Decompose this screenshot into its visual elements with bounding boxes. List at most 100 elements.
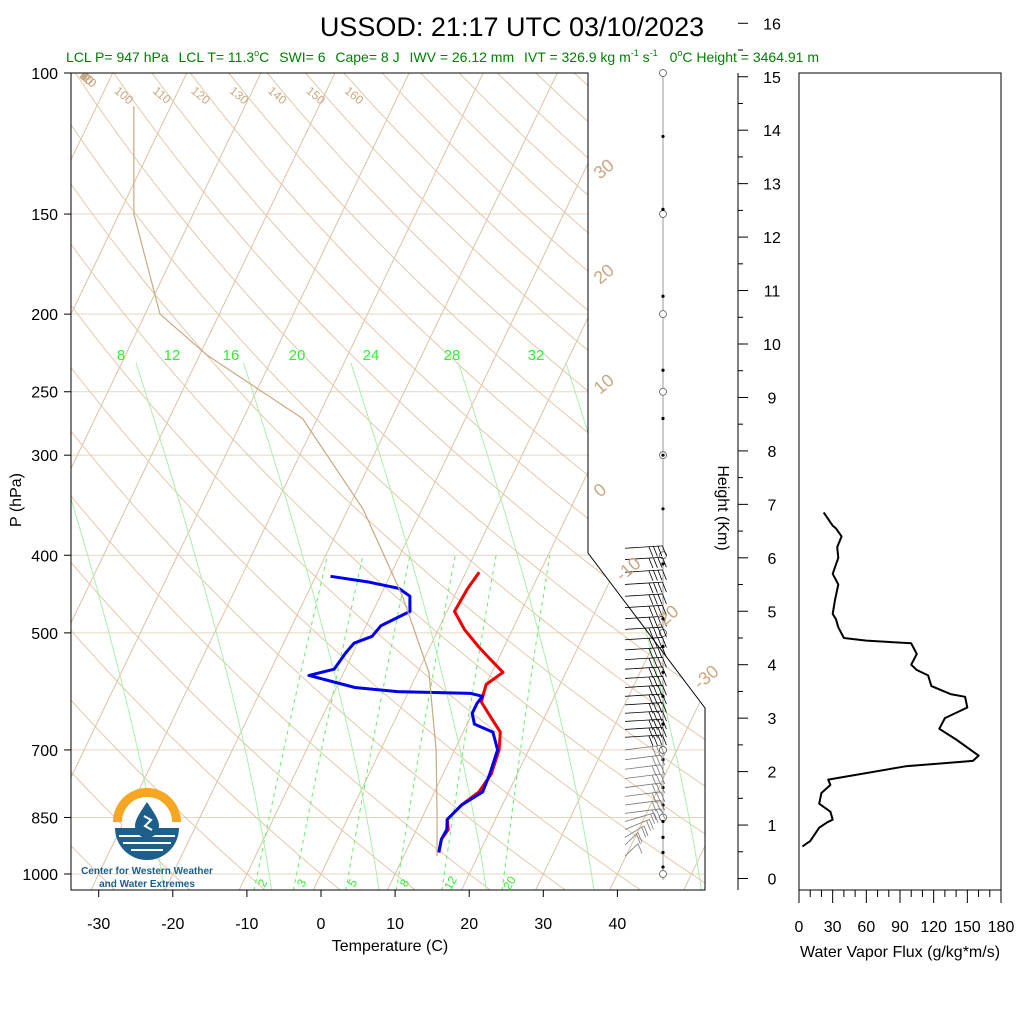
wind-barb-flag bbox=[662, 557, 667, 568]
dry-adiabat-line bbox=[71, 366, 642, 890]
moist-adiabat-line bbox=[350, 362, 487, 890]
wind-barb-flag bbox=[648, 606, 654, 617]
subtitle-zero-height: 0 bbox=[670, 49, 678, 65]
dry-adiabat-line bbox=[497, 73, 705, 258]
wind-level-dot bbox=[661, 865, 665, 869]
isotherm-line bbox=[609, 690, 705, 890]
wind-barb-flag bbox=[660, 773, 666, 785]
wind-barb-flag bbox=[651, 765, 657, 776]
wind-barb-flag bbox=[657, 582, 663, 593]
x-tick-label: 0 bbox=[317, 916, 326, 933]
dry-adiabat-line bbox=[71, 304, 705, 884]
y-tick-label: 200 bbox=[31, 307, 58, 324]
wind-barb bbox=[624, 718, 663, 722]
wind-barb bbox=[624, 726, 663, 730]
theta-label: 100 bbox=[112, 84, 137, 108]
logo-text-line1: Center for Western Weather bbox=[81, 866, 213, 877]
wind-barb bbox=[624, 656, 663, 661]
wind-barb-flag bbox=[656, 809, 661, 820]
wind-barb bbox=[624, 773, 661, 779]
wind-barb bbox=[624, 556, 663, 560]
wind-barb-flag bbox=[657, 616, 663, 627]
mixing-ratio-label: 12 bbox=[441, 873, 460, 892]
wind-barb-flag bbox=[643, 825, 649, 836]
moist-adiabat-line bbox=[135, 362, 273, 890]
wind-barb-flag bbox=[662, 693, 667, 705]
y-tick-label: 300 bbox=[31, 448, 58, 465]
wind-barb bbox=[624, 791, 661, 797]
mixing-ratio-label: 16 bbox=[223, 347, 240, 364]
wind-barb-flag bbox=[657, 546, 663, 557]
wind-barb bbox=[624, 666, 663, 670]
wind-barb-flag bbox=[662, 569, 667, 581]
wind-barb-flag bbox=[651, 809, 657, 821]
subtitle-iwv: IWV = 26.12 mm bbox=[409, 49, 514, 65]
height-tick-label: 11 bbox=[764, 284, 781, 301]
wind-barb bbox=[624, 675, 663, 679]
dry-adiabat-line bbox=[71, 123, 705, 741]
dry-adiabat-line bbox=[71, 430, 567, 890]
wind-level-dot bbox=[661, 819, 665, 824]
wind-barb-flag bbox=[657, 666, 663, 678]
wind-barb-flag bbox=[646, 820, 651, 831]
wind-level-circle bbox=[659, 69, 667, 77]
wind-barb-flag bbox=[657, 657, 663, 668]
wind-barb-flag bbox=[657, 647, 663, 658]
wind-barb bbox=[624, 647, 663, 651]
height-tick-label: 2 bbox=[768, 765, 777, 782]
wind-barb bbox=[624, 734, 663, 738]
wind-barb-flag bbox=[657, 594, 663, 605]
y-tick-label: 250 bbox=[31, 385, 58, 402]
y-tick-label: 400 bbox=[31, 548, 58, 565]
height-tick-label: 9 bbox=[768, 390, 777, 407]
dry-adiabat-line bbox=[71, 561, 416, 890]
height-tick-label: 0 bbox=[768, 872, 777, 889]
dry-adiabat-line bbox=[650, 73, 705, 120]
wind-barb-flag bbox=[653, 594, 658, 605]
dry-adiabat-line bbox=[71, 243, 705, 835]
x-tick-label: -20 bbox=[161, 916, 184, 933]
dry-adiabat-line bbox=[71, 629, 341, 890]
wind-level-circle bbox=[659, 870, 667, 878]
height-tick-label: 13 bbox=[763, 177, 781, 194]
height-tick-label: 5 bbox=[768, 604, 777, 621]
series-parcel bbox=[133, 106, 438, 857]
wind-barb bbox=[624, 744, 661, 751]
wind-barb bbox=[624, 581, 663, 585]
plot-blank-region bbox=[588, 73, 705, 708]
wind-barb-flag bbox=[657, 727, 663, 738]
wind-profile bbox=[624, 69, 667, 880]
wind-barb-flag bbox=[662, 657, 667, 668]
wind-barb-flag bbox=[651, 746, 657, 757]
wind-barb-flag bbox=[648, 727, 654, 739]
wind-barb-flag bbox=[648, 546, 654, 557]
height-tick-label: 3 bbox=[768, 711, 777, 728]
x-tick-label: -30 bbox=[87, 916, 110, 933]
y-tick-label: 500 bbox=[31, 626, 58, 643]
wind-barb-flag bbox=[657, 676, 663, 687]
isotherm-line bbox=[164, 73, 558, 890]
wind-barb-flag bbox=[657, 557, 663, 568]
wind-barb-flag bbox=[662, 702, 667, 713]
flux-x-tick-label: 90 bbox=[891, 919, 909, 936]
wind-barb-flag bbox=[662, 581, 667, 593]
wind-barb-flag bbox=[660, 755, 666, 766]
wind-barb bbox=[624, 832, 639, 846]
wind-barb-flag bbox=[653, 627, 658, 638]
flux-x-tick-label: 60 bbox=[857, 919, 875, 936]
wind-level-circle bbox=[659, 210, 667, 218]
wind-barb-flag bbox=[662, 666, 667, 678]
wind-barb-flag bbox=[660, 764, 666, 775]
chart-subtitle: LCL P= 947 hPa LCL T= 11.3oC SWI= 6 Cape… bbox=[66, 43, 819, 65]
mixing-ratio-label: 28 bbox=[444, 347, 461, 364]
isotherm-line bbox=[71, 73, 410, 779]
height-tick-label: 14 bbox=[763, 123, 781, 140]
wind-barb bbox=[624, 684, 663, 688]
x-tick-label: 10 bbox=[386, 916, 404, 933]
wind-barb-flag bbox=[653, 676, 658, 687]
wind-barb bbox=[624, 593, 663, 597]
wind-level-dot bbox=[661, 294, 665, 298]
wind-level-dot bbox=[661, 562, 665, 566]
mixing-ratio-label: 12 bbox=[164, 347, 181, 364]
